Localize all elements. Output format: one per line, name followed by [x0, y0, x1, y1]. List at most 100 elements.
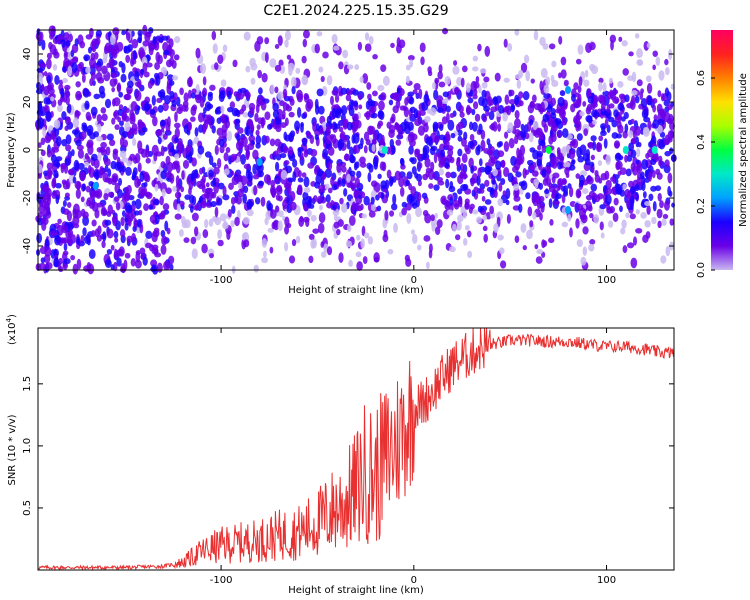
heatmap-cell [160, 145, 165, 157]
heatmap-cell [471, 121, 478, 132]
heatmap-cell [141, 126, 148, 133]
heatmap-cell [275, 117, 282, 126]
heatmap-cell [488, 99, 495, 106]
heatmap-cell [330, 95, 335, 106]
heatmap-cell [129, 153, 136, 161]
heatmap-cell [624, 94, 630, 103]
heatmap-cell [624, 123, 629, 133]
heatmap-cell [529, 119, 534, 126]
heatmap-cell [387, 248, 394, 255]
heatmap-cell [405, 75, 410, 84]
heatmap-cell [559, 90, 566, 97]
heatmap-cell [113, 230, 119, 239]
heatmap-cell [663, 99, 670, 107]
heatmap-cell [364, 32, 370, 41]
heatmap-cell [52, 63, 58, 71]
heatmap-cell [197, 145, 205, 155]
heatmap-cell [74, 38, 79, 47]
heatmap-cell [502, 190, 507, 197]
heatmap-cell [363, 131, 370, 142]
heatmap-cell [492, 168, 499, 177]
heatmap-cell [609, 34, 617, 44]
heatmap-cell [525, 192, 531, 200]
heatmap-cell [46, 58, 52, 70]
heatmap-cell [580, 256, 587, 266]
heatmap-cell [550, 112, 557, 120]
x-tick-label: 100 [597, 275, 616, 286]
heatmap-cell [373, 252, 380, 263]
heatmap-cell [174, 111, 178, 123]
heatmap-cell [514, 235, 520, 244]
heatmap-cell [642, 191, 647, 199]
heatmap-cell [137, 162, 142, 173]
heatmap-cell [144, 31, 151, 43]
heatmap-cell [464, 225, 470, 231]
heatmap-cell [116, 162, 123, 170]
heatmap-cell [145, 62, 153, 68]
heatmap-cell [320, 251, 327, 258]
heatmap-cell [371, 112, 378, 119]
colorbar-tick-label: 0.4 [696, 134, 707, 150]
heatmap-cell [227, 107, 234, 113]
heatmap-cell [44, 246, 52, 257]
heatmap-cell [550, 155, 555, 166]
heatmap-cell [93, 158, 100, 169]
heatmap-cell [161, 235, 168, 246]
heatmap-cell [100, 107, 107, 114]
heatmap-cell [599, 221, 604, 231]
heatmap-cell [543, 123, 549, 133]
heatmap-cell [664, 159, 670, 168]
heatmap-cell [193, 226, 199, 237]
heatmap-cell [582, 246, 588, 256]
heatmap-cell [110, 244, 115, 251]
heatmap-cell [74, 180, 82, 190]
heatmap-cell [62, 180, 69, 190]
heatmap-cell [201, 243, 208, 254]
heatmap-cell [294, 120, 301, 132]
heatmap-cell [337, 138, 345, 150]
heatmap-cell [182, 104, 187, 112]
heatmap-cell [199, 200, 207, 209]
heatmap-cell [219, 213, 227, 222]
heatmap-cell [399, 186, 405, 197]
heatmap-cell [474, 113, 481, 122]
heatmap-cell [499, 247, 505, 255]
heatmap-cell [36, 232, 43, 244]
heatmap-cell [37, 142, 42, 148]
heatmap-cell [604, 118, 609, 129]
heatmap-cell [106, 62, 111, 68]
heatmap-cell [154, 183, 159, 192]
heatmap-cell [96, 146, 103, 153]
heatmap-cell [159, 119, 166, 127]
heatmap-cell [478, 158, 483, 167]
heatmap-cell [470, 165, 474, 174]
heatmap-cell [50, 96, 55, 102]
heatmap-cell [249, 107, 255, 115]
heatmap-cell [361, 213, 367, 219]
heatmap-cell [133, 128, 138, 135]
heatmap-cell [220, 79, 227, 87]
heatmap-cell [548, 43, 556, 50]
heatmap-cell [163, 49, 170, 56]
heatmap-cell [119, 229, 126, 238]
heatmap-cell [643, 107, 649, 118]
heatmap-cell [640, 171, 645, 180]
heatmap-cell [603, 138, 608, 149]
y-tick-label: 1.0 [22, 438, 33, 454]
heatmap-hotspot [381, 146, 388, 154]
heatmap-cell [103, 192, 109, 201]
heatmap-cell [61, 224, 69, 234]
heatmap-cell [382, 218, 388, 229]
heatmap-cell [120, 216, 125, 227]
heatmap-cell [149, 108, 156, 115]
heatmap-cell [314, 104, 320, 115]
heatmap-cell [191, 104, 198, 112]
heatmap-cell [104, 219, 112, 226]
heatmap-cell [379, 110, 385, 121]
heatmap-cell [284, 241, 289, 252]
heatmap-cell [663, 138, 670, 146]
heatmap-cell [93, 93, 101, 100]
heatmap-cell [134, 177, 141, 189]
heatmap-cell [121, 157, 129, 163]
heatmap-cell [482, 115, 488, 123]
